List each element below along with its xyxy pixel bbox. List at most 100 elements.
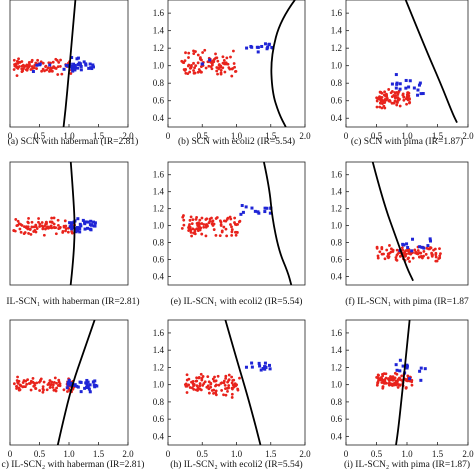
data-point bbox=[438, 254, 442, 258]
data-point bbox=[375, 99, 379, 103]
data-point bbox=[395, 368, 399, 372]
x-tick-label: 2.0 bbox=[122, 449, 134, 459]
data-point bbox=[199, 388, 203, 392]
data-point bbox=[226, 389, 229, 393]
data-point bbox=[69, 223, 73, 227]
data-point bbox=[55, 381, 58, 385]
data-point bbox=[418, 255, 421, 259]
data-point bbox=[405, 366, 409, 370]
data-point bbox=[188, 70, 192, 74]
data-point bbox=[241, 210, 245, 214]
data-point bbox=[375, 245, 379, 249]
data-point bbox=[224, 219, 228, 223]
data-point bbox=[385, 97, 389, 101]
data-point bbox=[20, 70, 24, 74]
x-tick-label: 2.0 bbox=[299, 449, 311, 459]
data-point bbox=[396, 93, 400, 96]
data-point bbox=[224, 387, 227, 390]
data-point bbox=[189, 228, 193, 232]
data-point bbox=[265, 206, 269, 210]
data-point bbox=[221, 61, 225, 65]
y-tick-label: 0.6 bbox=[331, 414, 343, 424]
points bbox=[12, 56, 95, 78]
y-tick-label: 0.8 bbox=[153, 238, 165, 248]
data-point bbox=[385, 93, 389, 97]
decision-boundary bbox=[224, 320, 262, 445]
data-point bbox=[79, 224, 83, 228]
data-point bbox=[200, 378, 204, 382]
data-point bbox=[41, 385, 45, 389]
data-point bbox=[93, 379, 97, 383]
data-point bbox=[237, 220, 241, 224]
y-tick-label: 1.0 bbox=[331, 380, 343, 390]
data-point bbox=[389, 250, 393, 254]
axes-frame bbox=[167, 319, 306, 446]
data-point bbox=[50, 380, 54, 384]
data-point bbox=[389, 375, 392, 378]
x-tick-label: 0.5 bbox=[197, 449, 209, 459]
data-point bbox=[89, 223, 93, 227]
data-point bbox=[202, 223, 206, 226]
data-point bbox=[233, 216, 237, 220]
data-point bbox=[91, 65, 95, 69]
data-point bbox=[70, 227, 74, 231]
data-point bbox=[196, 53, 200, 57]
y-tick-label: 1.0 bbox=[331, 221, 343, 231]
axes-frame bbox=[167, 161, 306, 286]
axes-frame bbox=[167, 0, 306, 128]
data-point bbox=[204, 66, 208, 70]
data-point bbox=[383, 90, 387, 94]
data-point bbox=[401, 364, 405, 368]
data-point bbox=[192, 52, 196, 56]
data-point bbox=[230, 392, 234, 396]
x-tick-label: 0.5 bbox=[197, 131, 209, 141]
data-point bbox=[38, 63, 42, 67]
data-point bbox=[85, 378, 89, 382]
data-point bbox=[27, 232, 30, 235]
data-point bbox=[184, 385, 188, 388]
data-point bbox=[182, 218, 186, 222]
data-point bbox=[186, 64, 190, 68]
data-point bbox=[233, 222, 237, 226]
data-point bbox=[197, 376, 201, 380]
decision-boundary bbox=[270, 0, 296, 127]
data-point bbox=[21, 385, 25, 389]
data-point bbox=[210, 389, 214, 392]
y-tick-label: 1.2 bbox=[331, 362, 342, 372]
data-point bbox=[17, 57, 20, 61]
data-point bbox=[214, 56, 218, 60]
data-point bbox=[405, 242, 409, 246]
axes-frame bbox=[9, 161, 129, 286]
data-point bbox=[184, 71, 188, 75]
data-point bbox=[419, 366, 423, 370]
data-point bbox=[183, 69, 187, 72]
data-point bbox=[24, 385, 27, 389]
data-point bbox=[240, 204, 244, 208]
x-tick-label: 0 bbox=[166, 449, 171, 459]
data-point bbox=[412, 86, 416, 90]
data-point bbox=[70, 225, 74, 229]
data-point bbox=[207, 391, 211, 395]
data-point bbox=[230, 233, 234, 237]
data-point bbox=[201, 51, 205, 54]
data-point bbox=[84, 62, 88, 66]
data-point bbox=[408, 260, 411, 263]
data-point bbox=[48, 63, 52, 67]
data-point bbox=[192, 61, 195, 65]
x-tick-label: 1.0 bbox=[401, 449, 413, 459]
data-point bbox=[81, 218, 85, 222]
data-point bbox=[263, 42, 267, 46]
x-tick-label: 1.0 bbox=[231, 449, 243, 459]
data-point bbox=[398, 82, 402, 86]
data-point bbox=[57, 223, 60, 227]
data-point bbox=[15, 74, 19, 78]
data-point bbox=[198, 218, 202, 222]
data-point bbox=[45, 68, 49, 72]
data-point bbox=[222, 59, 226, 62]
points bbox=[375, 358, 427, 390]
data-point bbox=[375, 105, 379, 109]
axes-frame bbox=[345, 161, 469, 286]
data-point bbox=[41, 227, 45, 231]
y-tick-label: 1.2 bbox=[331, 204, 342, 214]
data-point bbox=[67, 64, 71, 68]
